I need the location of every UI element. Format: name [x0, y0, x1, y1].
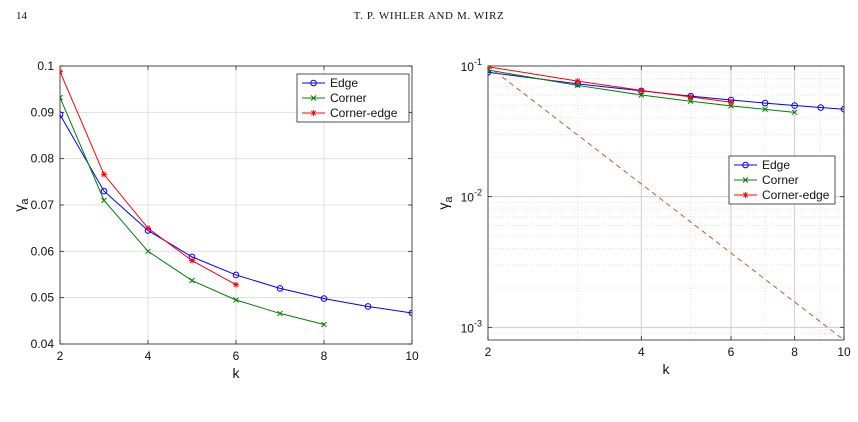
- data-point-corner: [687, 98, 694, 105]
- data-point-edge: [276, 285, 284, 292]
- legend-marker: [310, 110, 317, 116]
- data-point-edge: [761, 99, 769, 107]
- data-point-corner: [145, 248, 151, 255]
- legend-marker: [742, 192, 749, 198]
- data-point-corner-edge: [145, 225, 151, 232]
- data-point-corner: [574, 82, 581, 89]
- y-axis-label: γa: [11, 198, 31, 212]
- series-group: [488, 66, 844, 340]
- legend-marker: [742, 161, 749, 169]
- y-tick-base: 10: [461, 191, 475, 205]
- y-axis-label-symbol: γ: [435, 203, 451, 210]
- data-point-corner-edge: [728, 99, 735, 106]
- data-point-corner: [638, 92, 645, 98]
- legend-label: Corner: [330, 91, 367, 105]
- legend-label: Edge: [330, 76, 358, 90]
- x-tick-label: 10: [837, 345, 851, 359]
- y-tick-label: 10-1: [461, 57, 482, 74]
- data-point-edge: [364, 303, 372, 310]
- chart-panel-2: 2 4 6 8 1010-310-210-1kγaEdgeCornerCorner-ed…: [435, 57, 851, 377]
- x-tick-label: 4: [145, 349, 152, 363]
- y-axis-label-symbol: γ: [11, 205, 27, 212]
- series-line-edge: [60, 114, 412, 314]
- legend-label: Edge: [762, 158, 790, 172]
- data-point-corner: [321, 321, 327, 328]
- y-tick-exponent: -2: [474, 188, 482, 198]
- data-point-edge: [100, 187, 108, 195]
- data-point-corner-edge: [189, 257, 195, 264]
- x-tick-label: 8: [791, 345, 798, 359]
- x-tick-label: 6: [728, 345, 735, 359]
- data-point-corner-edge: [687, 93, 694, 100]
- data-point-edge: [232, 271, 240, 279]
- data-point-corner-edge: [638, 87, 645, 94]
- series-group: [60, 68, 412, 328]
- data-point-corner-edge: [488, 66, 491, 70]
- data-point-edge: [60, 111, 64, 118]
- x-axis-label: k: [663, 361, 671, 377]
- data-point-edge: [320, 295, 328, 302]
- y-tick-exponent: -3: [474, 318, 482, 328]
- x-tick-label: 2: [485, 345, 492, 359]
- data-point-corner-edge: [574, 78, 581, 85]
- x-tick-label: 6: [233, 349, 240, 363]
- y-tick-base: 10: [461, 60, 475, 74]
- y-tick-label: 10-2: [461, 188, 482, 205]
- legend-label: Corner-edge: [762, 188, 830, 202]
- data-point-corner: [791, 109, 798, 116]
- x-tick-label: 10: [405, 349, 419, 363]
- legend-marker: [310, 95, 317, 101]
- data-point-corner: [189, 277, 195, 284]
- y-axis-label-subscript: a: [443, 196, 455, 203]
- y-tick-label: 0.09: [31, 105, 55, 119]
- data-point-corner: [60, 94, 63, 101]
- data-point-corner: [101, 197, 107, 204]
- legend-marker: [310, 79, 317, 87]
- x-tick-label: 4: [638, 345, 645, 359]
- x-tick-label: 8: [321, 349, 328, 363]
- y-tick-exponent: -1: [474, 57, 482, 67]
- legend-label: Corner: [762, 173, 799, 187]
- series-line-reference-3: [488, 66, 844, 340]
- running-head: T. P. WIHLER AND M. WIRZ: [353, 10, 505, 22]
- y-axis-label-subscript: a: [19, 198, 31, 205]
- data-point-edge: [791, 102, 798, 109]
- y-tick-label: 0.06: [31, 244, 55, 258]
- legend-marker: [742, 177, 749, 183]
- y-axis-label: γa: [435, 196, 455, 210]
- axes-frame: [487, 65, 845, 341]
- y-tick-label: 0.1: [37, 59, 54, 73]
- data-point-edge: [408, 309, 412, 317]
- page-header: 14 T. P. WIHLER AND M. WIRZ: [0, 0, 858, 30]
- data-point-corner: [233, 297, 239, 303]
- page-number: 14: [16, 10, 27, 22]
- x-axis-label: k: [233, 365, 241, 381]
- y-tick-label: 10-3: [461, 318, 482, 335]
- data-point-corner: [277, 310, 283, 317]
- y-tick-label: 0.08: [31, 152, 55, 166]
- legend-label: Corner-edge: [330, 106, 398, 120]
- y-tick-label: 0.05: [31, 291, 55, 305]
- data-point-corner-edge: [233, 281, 239, 288]
- y-tick-label: 0.04: [31, 337, 55, 351]
- data-point-edge: [840, 105, 844, 113]
- chart-panel-1: 2 4 6 8 10 0.04 0.05 0.06 0.07 0.08 0.09 0.1 k γa Edge…: [11, 59, 419, 381]
- y-tick-label: 0.07: [31, 198, 55, 212]
- data-point-edge: [817, 104, 824, 111]
- data-point-corner: [762, 106, 768, 113]
- data-point-corner-edge: [101, 171, 107, 178]
- x-tick-label: 2: [57, 349, 64, 363]
- y-tick-base: 10: [461, 321, 475, 335]
- data-point-corner-edge: [60, 68, 63, 75]
